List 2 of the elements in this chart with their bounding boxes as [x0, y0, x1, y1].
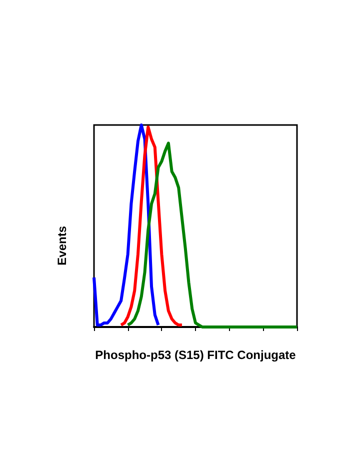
y-axis-title: Events [55, 226, 69, 266]
x-axis-title: Phospho-p53 (S15) FITC Conjugate [95, 348, 296, 362]
